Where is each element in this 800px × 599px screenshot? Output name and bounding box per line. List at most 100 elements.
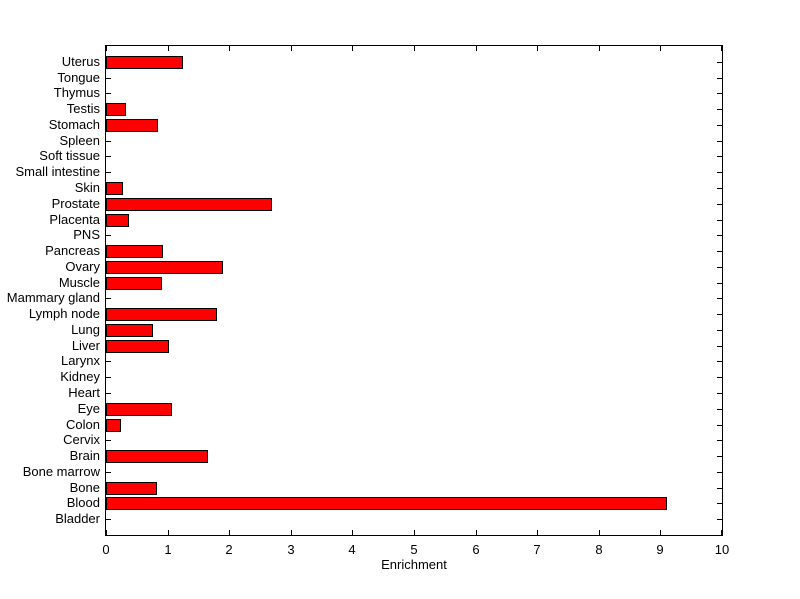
y-tick-left bbox=[106, 78, 111, 79]
x-tick-top bbox=[537, 46, 538, 51]
x-tick-top bbox=[660, 46, 661, 51]
bar-eye bbox=[106, 403, 172, 416]
y-tick-label-lymph-node: Lymph node bbox=[28, 306, 100, 321]
y-tick-right bbox=[717, 425, 722, 426]
y-tick-label-pancreas: Pancreas bbox=[45, 243, 100, 258]
x-tick-top bbox=[414, 46, 415, 51]
y-tick-right bbox=[717, 78, 722, 79]
bar-bone bbox=[106, 482, 157, 495]
y-tick-label-tongue: Tongue bbox=[57, 70, 100, 85]
y-tick-label-thymus: Thymus bbox=[53, 85, 100, 100]
y-tick-label-liver: Liver bbox=[71, 338, 100, 353]
x-tick-bottom bbox=[660, 530, 661, 535]
bar-prostate bbox=[106, 198, 272, 211]
y-tick-label-testis: Testis bbox=[66, 101, 100, 116]
y-tick-left bbox=[106, 141, 111, 142]
y-tick-right bbox=[717, 267, 722, 268]
y-tick-right bbox=[717, 109, 722, 110]
x-tick-bottom bbox=[476, 530, 477, 535]
y-tick-label-kidney: Kidney bbox=[60, 369, 100, 384]
x-tick-top bbox=[106, 46, 107, 51]
y-tick-left bbox=[106, 393, 111, 394]
y-tick-right bbox=[717, 440, 722, 441]
x-tick-label-4: 4 bbox=[348, 542, 356, 557]
x-tick-label-7: 7 bbox=[533, 542, 541, 557]
x-tick-bottom bbox=[106, 530, 107, 535]
y-tick-left bbox=[106, 472, 111, 473]
x-tick-bottom bbox=[537, 530, 538, 535]
y-tick-right bbox=[717, 488, 722, 489]
y-tick-left bbox=[106, 361, 111, 362]
bar-lung bbox=[106, 324, 153, 337]
bar-colon bbox=[106, 419, 121, 432]
x-tick-top bbox=[291, 46, 292, 51]
y-tick-label-uterus: Uterus bbox=[61, 54, 100, 69]
y-tick-right bbox=[717, 519, 722, 520]
x-tick-label-1: 1 bbox=[164, 542, 172, 557]
x-axis-label: Enrichment bbox=[381, 557, 447, 572]
y-tick-right bbox=[717, 346, 722, 347]
y-tick-right bbox=[717, 330, 722, 331]
y-tick-right bbox=[717, 503, 722, 504]
y-tick-label-ovary: Ovary bbox=[65, 259, 100, 274]
y-tick-right bbox=[717, 298, 722, 299]
x-tick-label-6: 6 bbox=[472, 542, 480, 557]
plot-area bbox=[105, 45, 723, 536]
bar-pancreas bbox=[106, 245, 163, 258]
y-tick-right bbox=[717, 156, 722, 157]
y-tick-right bbox=[717, 188, 722, 189]
x-tick-bottom bbox=[352, 530, 353, 535]
bar-liver bbox=[106, 340, 169, 353]
x-tick-top bbox=[476, 46, 477, 51]
y-tick-label-mammary-gland: Mammary gland bbox=[6, 290, 100, 305]
y-tick-right bbox=[717, 283, 722, 284]
bar-placenta bbox=[106, 214, 129, 227]
y-tick-left bbox=[106, 298, 111, 299]
y-tick-right bbox=[717, 314, 722, 315]
x-tick-top bbox=[229, 46, 230, 51]
x-tick-bottom bbox=[414, 530, 415, 535]
x-tick-top bbox=[168, 46, 169, 51]
y-tick-label-eye: Eye bbox=[77, 401, 100, 416]
y-tick-left bbox=[106, 235, 111, 236]
y-tick-label-pns: PNS bbox=[73, 227, 100, 242]
y-tick-label-blood: Blood bbox=[66, 495, 100, 510]
y-tick-right bbox=[717, 361, 722, 362]
y-tick-right bbox=[717, 393, 722, 394]
bar-blood bbox=[106, 497, 667, 510]
y-tick-right bbox=[717, 62, 722, 63]
bar-uterus bbox=[106, 56, 183, 69]
y-tick-left bbox=[106, 519, 111, 520]
bar-muscle bbox=[106, 277, 162, 290]
y-tick-label-larynx: Larynx bbox=[60, 353, 100, 368]
y-tick-label-stomach: Stomach bbox=[48, 117, 100, 132]
y-tick-label-bone-marrow: Bone marrow bbox=[22, 464, 100, 479]
y-tick-right bbox=[717, 251, 722, 252]
x-tick-label-5: 5 bbox=[410, 542, 418, 557]
y-tick-left bbox=[106, 440, 111, 441]
x-tick-label-3: 3 bbox=[287, 542, 295, 557]
bar-skin bbox=[106, 182, 123, 195]
x-tick-label-2: 2 bbox=[225, 542, 233, 557]
y-tick-right bbox=[717, 93, 722, 94]
x-tick-bottom bbox=[229, 530, 230, 535]
y-tick-right bbox=[717, 409, 722, 410]
y-tick-left bbox=[106, 377, 111, 378]
y-tick-label-placenta: Placenta bbox=[49, 212, 100, 227]
bar-testis bbox=[106, 103, 126, 116]
y-tick-label-cervix: Cervix bbox=[63, 432, 100, 447]
x-tick-bottom bbox=[721, 530, 722, 535]
bar-stomach bbox=[106, 119, 158, 132]
x-tick-top bbox=[352, 46, 353, 51]
bar-lymph-node bbox=[106, 308, 217, 321]
y-tick-right bbox=[717, 456, 722, 457]
y-tick-label-small-intestine: Small intestine bbox=[15, 164, 100, 179]
x-tick-bottom bbox=[291, 530, 292, 535]
x-tick-top bbox=[599, 46, 600, 51]
y-tick-right bbox=[717, 377, 722, 378]
x-tick-label-8: 8 bbox=[595, 542, 603, 557]
y-tick-right bbox=[717, 220, 722, 221]
y-tick-label-skin: Skin bbox=[74, 180, 100, 195]
x-tick-label-0: 0 bbox=[102, 542, 110, 557]
